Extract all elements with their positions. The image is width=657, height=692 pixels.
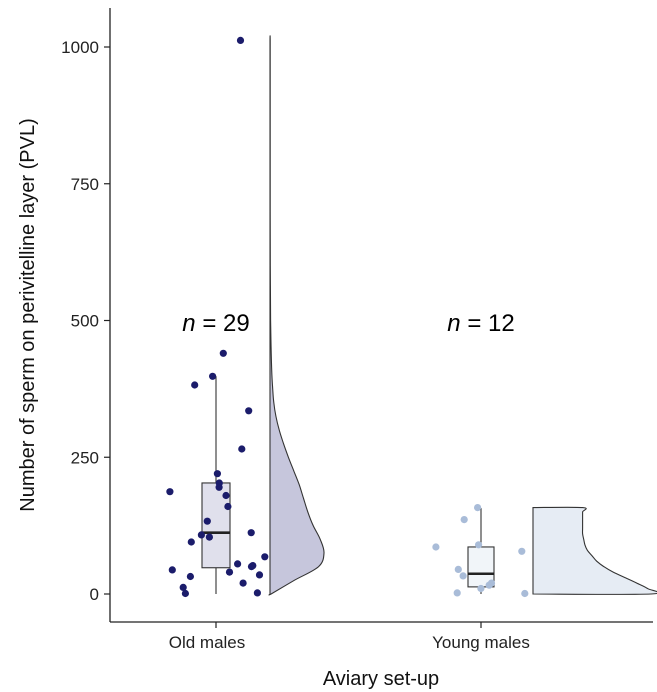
data-point <box>238 445 246 453</box>
data-point <box>432 543 440 551</box>
n-label: n = 29 <box>182 310 249 337</box>
y-tick-label: 750 <box>71 175 99 194</box>
data-point <box>245 407 253 415</box>
y-tick-label: 0 <box>90 585 99 604</box>
y-axis-title: Number of sperm on perivitelline layer (… <box>17 118 39 512</box>
data-point <box>474 504 482 512</box>
data-point <box>166 488 174 496</box>
violin-shape <box>268 35 325 596</box>
y-tick-label: 500 <box>71 312 99 331</box>
data-point <box>168 566 176 574</box>
y-axis-ticks: 0 250 500 750 1000 <box>61 38 110 604</box>
data-point <box>521 589 529 598</box>
chart-groups: n = 29 n = 12 <box>166 35 657 598</box>
data-point <box>209 372 217 380</box>
data-point <box>191 381 199 389</box>
data-point <box>234 560 242 568</box>
data-point <box>187 538 195 546</box>
y-tick-label: 250 <box>71 448 99 467</box>
data-point <box>205 533 213 541</box>
data-point <box>453 589 461 597</box>
x-axis-title: Aviary set-up <box>323 668 439 690</box>
data-point <box>261 553 269 561</box>
n-label: n = 12 <box>447 310 514 337</box>
data-point <box>224 502 232 511</box>
data-point <box>179 583 187 592</box>
data-point <box>219 349 227 357</box>
data-point <box>222 491 230 500</box>
data-point <box>253 589 261 597</box>
x-tick-label: Young males <box>432 633 530 652</box>
data-point <box>459 572 467 580</box>
data-point <box>477 584 485 593</box>
data-point <box>460 516 468 524</box>
data-point <box>186 572 194 581</box>
group-2: n = 12 <box>432 310 657 598</box>
data-point <box>475 541 483 549</box>
data-point <box>247 529 255 537</box>
data-point <box>255 571 264 579</box>
data-point <box>518 547 526 555</box>
violin-shape <box>532 506 657 595</box>
data-point <box>247 563 256 571</box>
data-point <box>236 36 245 45</box>
group-1: n = 29 <box>166 35 325 598</box>
x-axis-ticks: Old males Young males <box>169 622 530 652</box>
data-point <box>215 483 223 491</box>
data-point <box>181 589 189 598</box>
data-point <box>239 579 247 587</box>
data-point <box>213 470 221 478</box>
data-point <box>225 568 234 576</box>
data-point <box>197 531 205 539</box>
y-tick-label: 1000 <box>61 38 99 57</box>
data-point <box>485 581 493 589</box>
data-point <box>203 517 211 525</box>
x-tick-label: Old males <box>169 633 246 652</box>
data-point <box>454 565 462 574</box>
